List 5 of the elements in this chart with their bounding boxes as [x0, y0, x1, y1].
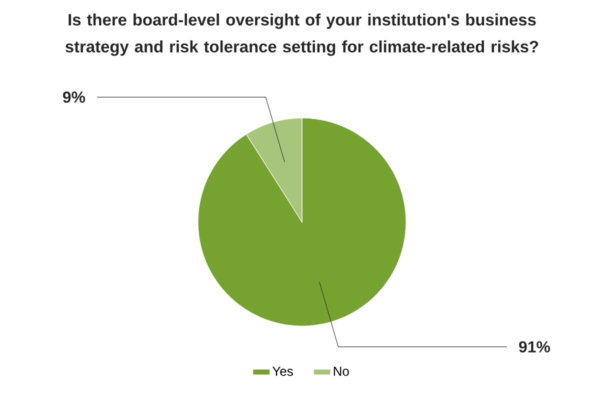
legend-label: No: [334, 366, 349, 376]
legend-label: Yes: [272, 366, 293, 376]
data-label: 9%: [62, 92, 86, 103]
chart-title: Is there board-level oversight of your institution's business strategy and risk tolerance setting for climate-related risks?: [66, 14, 538, 56]
data-label: 91%: [519, 341, 550, 352]
